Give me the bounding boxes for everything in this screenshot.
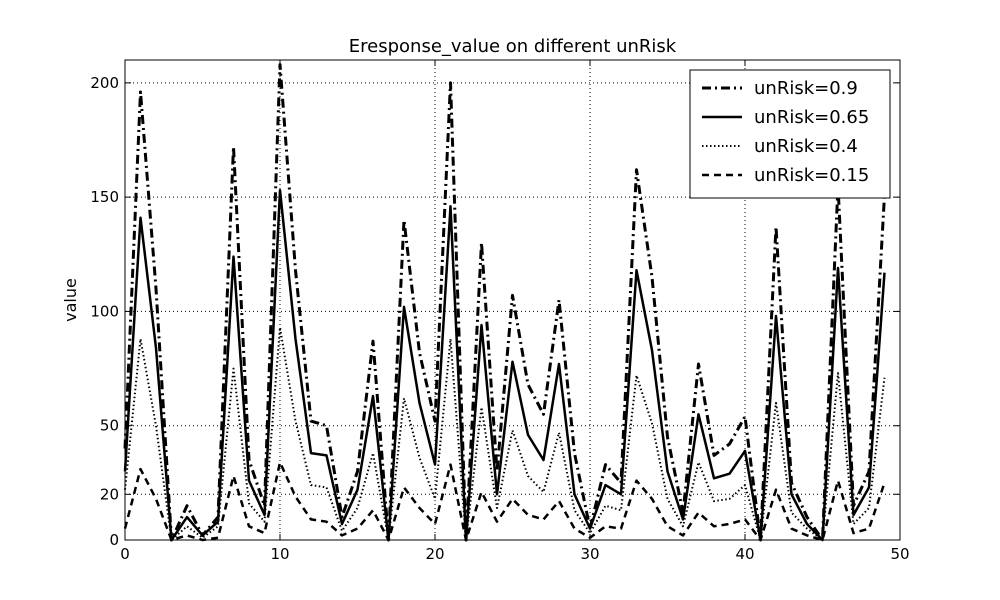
y-tick-label: 100 bbox=[90, 302, 119, 320]
legend-box bbox=[689, 69, 891, 199]
x-tick-label: 20 bbox=[425, 545, 444, 563]
series-line-3 bbox=[124, 326, 886, 541]
x-tick-label: 10 bbox=[270, 545, 289, 563]
y-tick-label: 200 bbox=[90, 74, 119, 92]
series-line-2 bbox=[123, 189, 886, 542]
series-line-4 bbox=[123, 461, 886, 542]
legend: unRisk=0.9 unRisk=0.65 unRisk=0.4 unRisk=0.… bbox=[689, 69, 891, 199]
series-lines bbox=[123, 63, 886, 542]
legend-label-4: unRisk=0.15 bbox=[754, 165, 869, 186]
y-tick-label: 20 bbox=[100, 485, 119, 503]
y-axis-label: value bbox=[61, 278, 80, 322]
x-tick-label: 40 bbox=[735, 545, 754, 563]
legend-label-3: unRisk=0.4 bbox=[754, 136, 858, 157]
x-tick-label: 50 bbox=[890, 545, 909, 563]
axis-ticks: 0 10 20 30 40 50 0 20 50 100 150 200 bbox=[90, 60, 910, 563]
y-tick-label: 50 bbox=[100, 417, 119, 435]
legend-label-2: unRisk=0.65 bbox=[754, 107, 869, 128]
legend-label-1: unRisk=0.9 bbox=[754, 78, 858, 99]
chart-title: Eresponse_value on different unRisk bbox=[349, 36, 677, 57]
x-tick-label: 30 bbox=[580, 545, 599, 563]
x-tick-label: 0 bbox=[120, 545, 130, 563]
y-tick-label: 0 bbox=[109, 531, 119, 549]
y-tick-label: 150 bbox=[90, 188, 119, 206]
plot-frame bbox=[124, 59, 901, 541]
